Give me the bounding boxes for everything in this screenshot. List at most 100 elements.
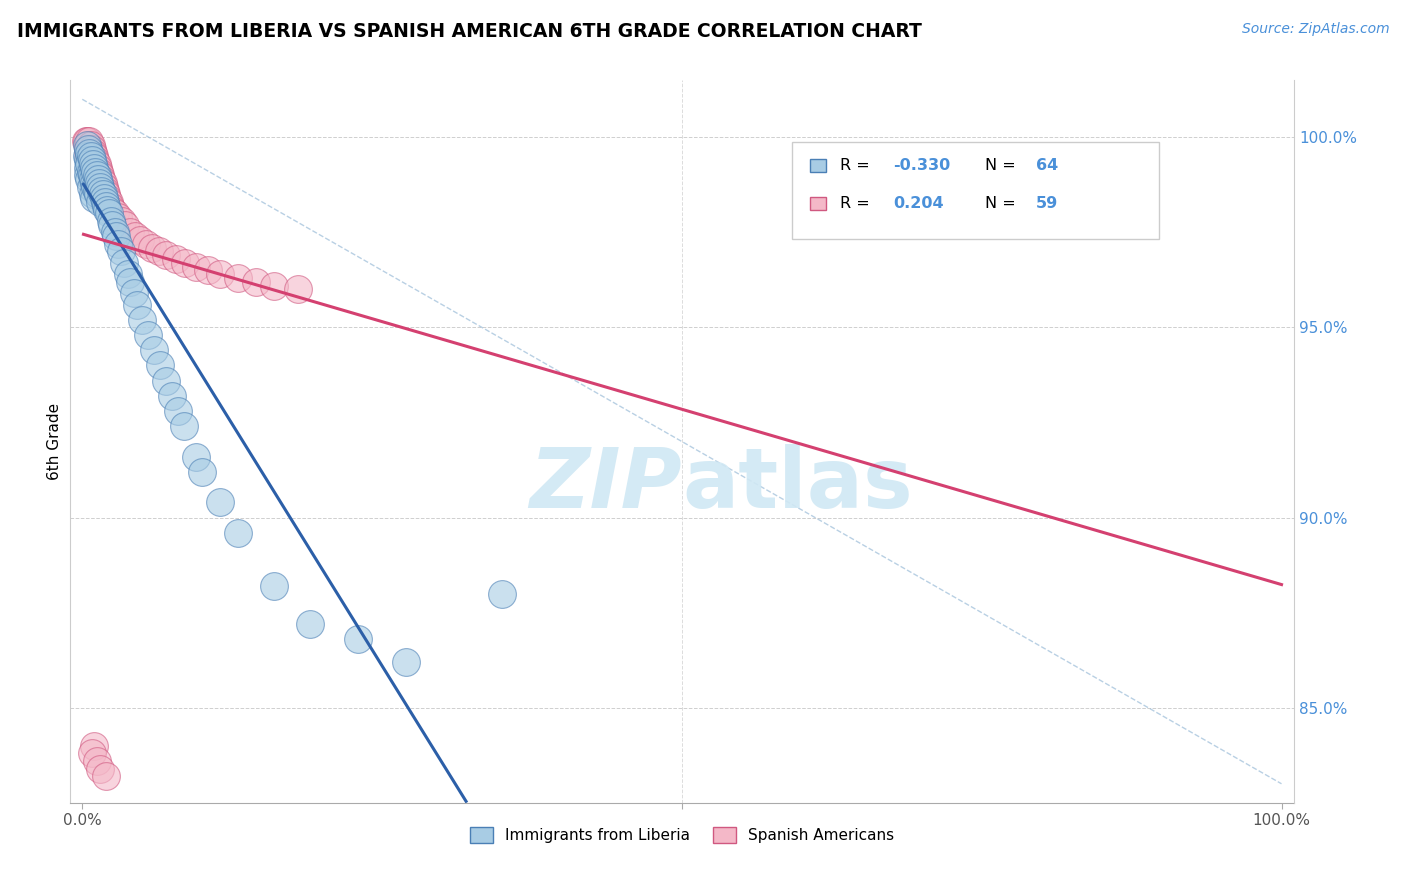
Point — [79, 137, 101, 152]
Point — [160, 389, 183, 403]
Point — [79, 149, 101, 163]
Point — [395, 655, 418, 669]
Point — [86, 184, 108, 198]
Point — [87, 164, 110, 178]
Text: R =: R = — [841, 158, 876, 173]
Point — [127, 298, 149, 312]
Point — [84, 164, 107, 178]
Point — [186, 260, 208, 274]
Point — [112, 256, 135, 270]
Point — [80, 169, 103, 183]
Point — [89, 194, 111, 209]
Point — [263, 579, 285, 593]
Point — [491, 587, 513, 601]
Point — [79, 172, 101, 186]
Point — [77, 153, 100, 168]
Point — [226, 525, 249, 540]
Point — [77, 161, 100, 175]
Point — [83, 191, 105, 205]
Point — [93, 179, 115, 194]
Point — [80, 747, 103, 761]
Bar — [810, 197, 825, 211]
Y-axis label: 6th Grade: 6th Grade — [46, 403, 62, 480]
Text: 64: 64 — [1036, 158, 1059, 173]
Point — [79, 179, 101, 194]
Point — [84, 161, 107, 175]
Point — [263, 278, 285, 293]
Text: N =: N = — [984, 158, 1021, 173]
Point — [83, 161, 105, 175]
Point — [120, 226, 142, 240]
Point — [82, 172, 104, 186]
Point — [77, 169, 100, 183]
Point — [100, 214, 122, 228]
Text: 59: 59 — [1036, 196, 1059, 211]
Point — [79, 134, 101, 148]
Point — [98, 199, 121, 213]
Point — [87, 187, 110, 202]
Point — [299, 617, 322, 632]
Point — [83, 157, 105, 171]
Text: IMMIGRANTS FROM LIBERIA VS SPANISH AMERICAN 6TH GRADE CORRELATION CHART: IMMIGRANTS FROM LIBERIA VS SPANISH AMERI… — [17, 22, 922, 41]
Point — [149, 359, 172, 373]
Point — [245, 275, 267, 289]
Point — [347, 632, 370, 647]
Point — [167, 404, 190, 418]
Point — [77, 137, 100, 152]
Bar — [792, 142, 1159, 239]
Point — [155, 248, 177, 262]
Point — [94, 194, 117, 209]
Point — [82, 157, 104, 171]
Text: N =: N = — [984, 196, 1021, 211]
Point — [84, 179, 107, 194]
Point — [117, 267, 139, 281]
Point — [83, 176, 105, 190]
Point — [94, 184, 117, 198]
Point — [131, 313, 153, 327]
Point — [141, 241, 163, 255]
Point — [96, 202, 118, 217]
Point — [90, 172, 112, 186]
Point — [91, 176, 114, 190]
Point — [128, 233, 150, 247]
Point — [87, 176, 110, 190]
Point — [96, 769, 118, 783]
Point — [124, 229, 146, 244]
Point — [77, 142, 100, 156]
Text: atlas: atlas — [682, 444, 912, 525]
Text: -0.330: -0.330 — [893, 158, 950, 173]
Point — [77, 145, 100, 160]
Bar — [810, 159, 825, 172]
Point — [101, 202, 124, 217]
Point — [86, 157, 108, 171]
Point — [76, 149, 98, 163]
Point — [114, 218, 136, 232]
Point — [97, 194, 120, 209]
Point — [111, 214, 134, 228]
Point — [87, 172, 110, 186]
Point — [76, 134, 98, 148]
Point — [79, 142, 101, 156]
Point — [86, 169, 108, 183]
Point — [191, 465, 214, 479]
Point — [76, 137, 98, 152]
Point — [96, 187, 118, 202]
Point — [90, 184, 112, 198]
Point — [107, 210, 129, 224]
Point — [165, 252, 187, 266]
Point — [96, 191, 118, 205]
Text: ZIP: ZIP — [529, 444, 682, 525]
Point — [91, 187, 114, 202]
Point — [83, 164, 105, 178]
Point — [104, 226, 127, 240]
Point — [122, 286, 145, 301]
Point — [82, 145, 104, 160]
Point — [197, 263, 219, 277]
Point — [226, 271, 249, 285]
Point — [84, 153, 107, 168]
Point — [80, 153, 103, 168]
Point — [96, 199, 118, 213]
Legend: Immigrants from Liberia, Spanish Americans: Immigrants from Liberia, Spanish America… — [464, 822, 900, 849]
Point — [104, 206, 127, 220]
Point — [104, 229, 127, 244]
